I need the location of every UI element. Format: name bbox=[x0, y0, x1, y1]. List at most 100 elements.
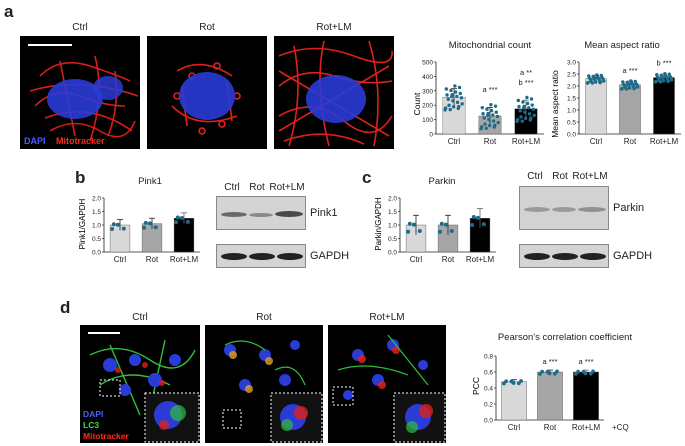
countSvg-dot-1-9 bbox=[485, 107, 489, 111]
parkSvg-dot-1-3 bbox=[439, 221, 444, 226]
aspectSvg-yticklabel-4: 2.0 bbox=[567, 84, 576, 91]
pcc-sig-1: a *** bbox=[542, 357, 557, 366]
countSvg-dot-1-16 bbox=[495, 114, 500, 119]
pccSvg-cat-1: Rot bbox=[544, 423, 557, 432]
aspectSvg-dot-1-11 bbox=[621, 80, 625, 84]
countSvg-dot-1-15 bbox=[489, 102, 493, 107]
aspectSvg-yticklabel-0: 0.0 bbox=[567, 132, 576, 139]
aspectSvg-cat-0: Ctrl bbox=[590, 137, 603, 146]
parkSvg-dot-2-3 bbox=[471, 215, 476, 220]
countSvg-yticklabel-4: 400 bbox=[422, 74, 433, 81]
countSvg-yticklabel-0: 0 bbox=[429, 132, 433, 139]
parkin-blot bbox=[519, 186, 609, 230]
countSvg-dot-0-21 bbox=[457, 104, 461, 109]
pinkSvg-dot-1-3 bbox=[143, 220, 148, 225]
aspect-ylabel: Mean aspect ratio bbox=[550, 70, 560, 138]
aspectSvg-dot-1-20 bbox=[626, 82, 631, 86]
d-cond-rot: Rot bbox=[256, 312, 272, 323]
aspect-sig-1: a *** bbox=[622, 66, 637, 75]
b-lane-rotlm: Rot+LM bbox=[269, 182, 305, 193]
countSvg-cat-2: Rot+LM bbox=[512, 137, 541, 146]
aspectSvg-dot-1-18 bbox=[630, 82, 635, 87]
countSvg-dot-0-8 bbox=[460, 102, 464, 106]
parkSvg-dot-2-1 bbox=[475, 215, 480, 220]
c-row-gapdh: GAPDH bbox=[613, 250, 653, 262]
parkSvg-dot-0-2 bbox=[417, 228, 422, 233]
aspectSvg-dot-2-13 bbox=[667, 72, 671, 76]
pccSvg-dot-2-3 bbox=[576, 369, 581, 374]
countSvg-dot-0-12 bbox=[451, 99, 455, 103]
pinkSvg-dot-1-2 bbox=[153, 225, 158, 230]
pccSvg-yticklabel-3: 0.6 bbox=[484, 370, 493, 377]
countSvg-yticklabel-5: 500 bbox=[422, 60, 433, 67]
aspectSvg-dot-0-11 bbox=[587, 74, 591, 78]
countSvg-dot-1-20 bbox=[486, 111, 490, 116]
aspectSvg-dot-1-17 bbox=[624, 87, 629, 91]
countSvg-dot-1-5 bbox=[494, 110, 498, 114]
parkSvg-dot-2-2 bbox=[481, 222, 486, 227]
count-sig-mid-2: b *** bbox=[518, 78, 533, 87]
micrograph-a-ctrl: DAPI Mitotracker bbox=[20, 36, 140, 149]
aspectSvg-yticklabel-1: 0.5 bbox=[567, 120, 576, 127]
parkSvg-yticklabel-4: 2.0 bbox=[388, 196, 397, 203]
parkSvg-yticklabel-0: 0.0 bbox=[388, 250, 397, 257]
c-lane-ctrl: Ctrl bbox=[527, 171, 543, 182]
countSvg-dot-1-17 bbox=[484, 126, 488, 131]
countSvg-dot-0-19 bbox=[443, 106, 448, 110]
count-chart-title: Mitochondrial count bbox=[448, 40, 532, 51]
pcc-chart-title: Pearson's correlation coefficient bbox=[497, 332, 633, 343]
aspectSvg-bar-0 bbox=[585, 78, 607, 135]
countSvg-yticklabel-3: 300 bbox=[422, 88, 433, 95]
countSvg-dot-2-15 bbox=[525, 95, 529, 100]
countSvg-dot-2-14 bbox=[518, 109, 522, 113]
countSvg-dot-2-20 bbox=[522, 104, 526, 108]
aspectSvg-yticklabel-3: 1.5 bbox=[567, 96, 576, 103]
pinkSvg-dot-0-1 bbox=[115, 222, 120, 227]
gapdh-blot-c bbox=[519, 244, 609, 268]
countSvg-dot-0-9 bbox=[449, 88, 453, 93]
d-cond-rotlm: Rot+LM bbox=[369, 312, 405, 323]
parkSvg-yticklabel-2: 1.0 bbox=[388, 223, 397, 230]
aspectSvg-dot-0-13 bbox=[599, 73, 603, 78]
countSvg-dot-0-3 bbox=[445, 93, 449, 97]
aspectSvg-dot-1-14 bbox=[622, 83, 627, 88]
a-stain-dapi: DAPI bbox=[24, 136, 46, 146]
a-cond-rotlm: Rot+LM bbox=[316, 22, 352, 33]
countSvg-dot-2-11 bbox=[516, 98, 521, 103]
pccSvg-bar-0 bbox=[501, 381, 527, 421]
count-chart: Count 0 100 200 300 400 500 Ctrl Rot Rot+LM a ***… bbox=[412, 60, 544, 146]
pinkSvg-cat-2: Rot+LM bbox=[170, 255, 199, 264]
countSvg-dot-0-14 bbox=[446, 97, 450, 101]
pcc-ylabel: PCC bbox=[471, 377, 481, 395]
d-stain-dapi: DAPI bbox=[83, 409, 103, 419]
aspectSvg-bar-1 bbox=[619, 84, 641, 135]
aspectSvg-dot-2-20 bbox=[660, 75, 665, 79]
micrograph-a-rot bbox=[147, 36, 267, 149]
count-sig-mid-1: a *** bbox=[482, 85, 497, 94]
parkSvg-dot-0-1 bbox=[411, 222, 416, 227]
countSvg-dot-1-3 bbox=[481, 112, 485, 116]
countSvg-dot-1-8 bbox=[496, 120, 500, 125]
pccSvg-yticklabel-2: 0.4 bbox=[484, 386, 493, 393]
parkin-chart: Parkin/GAPDH 0.0 0.5 1.0 1.5 2.0 Ctrl Rot Rot+L… bbox=[374, 196, 496, 264]
b-title: Pink1 bbox=[138, 176, 162, 187]
countSvg-dot-1-11 bbox=[480, 105, 485, 110]
pccSvg-dot-1-3 bbox=[540, 369, 545, 374]
b-row-pink1: Pink1 bbox=[310, 207, 338, 219]
countSvg-dot-2-13 bbox=[529, 97, 534, 101]
parkSvg-dot-1-0 bbox=[438, 229, 443, 234]
panel-a-label: a bbox=[4, 2, 14, 21]
countSvg-dot-2-6 bbox=[519, 115, 523, 119]
c-lane-rotlm: Rot+LM bbox=[572, 171, 608, 182]
b-lane-rot: Rot bbox=[249, 182, 265, 193]
countSvg-dot-2-18 bbox=[527, 106, 531, 110]
pcc-chart: PCC 0.0 0.2 0.4 0.6 0.8 Ctrl Rot Rot+LM a *** a *… bbox=[471, 354, 629, 433]
countSvg-dot-2-10 bbox=[527, 112, 532, 116]
d-cond-ctrl: Ctrl bbox=[132, 312, 148, 323]
b-row-gapdh: GAPDH bbox=[310, 250, 350, 262]
countSvg-dot-0-20 bbox=[450, 93, 454, 97]
countSvg-dot-0-17 bbox=[448, 107, 452, 112]
c-title: Parkin bbox=[428, 176, 456, 187]
pccSvg-dot-2-5 bbox=[591, 369, 595, 374]
aspect-chart: Mean aspect ratio 0.0 0.5 1.0 1.5 2.0 2.5 3.0 C… bbox=[550, 59, 681, 146]
